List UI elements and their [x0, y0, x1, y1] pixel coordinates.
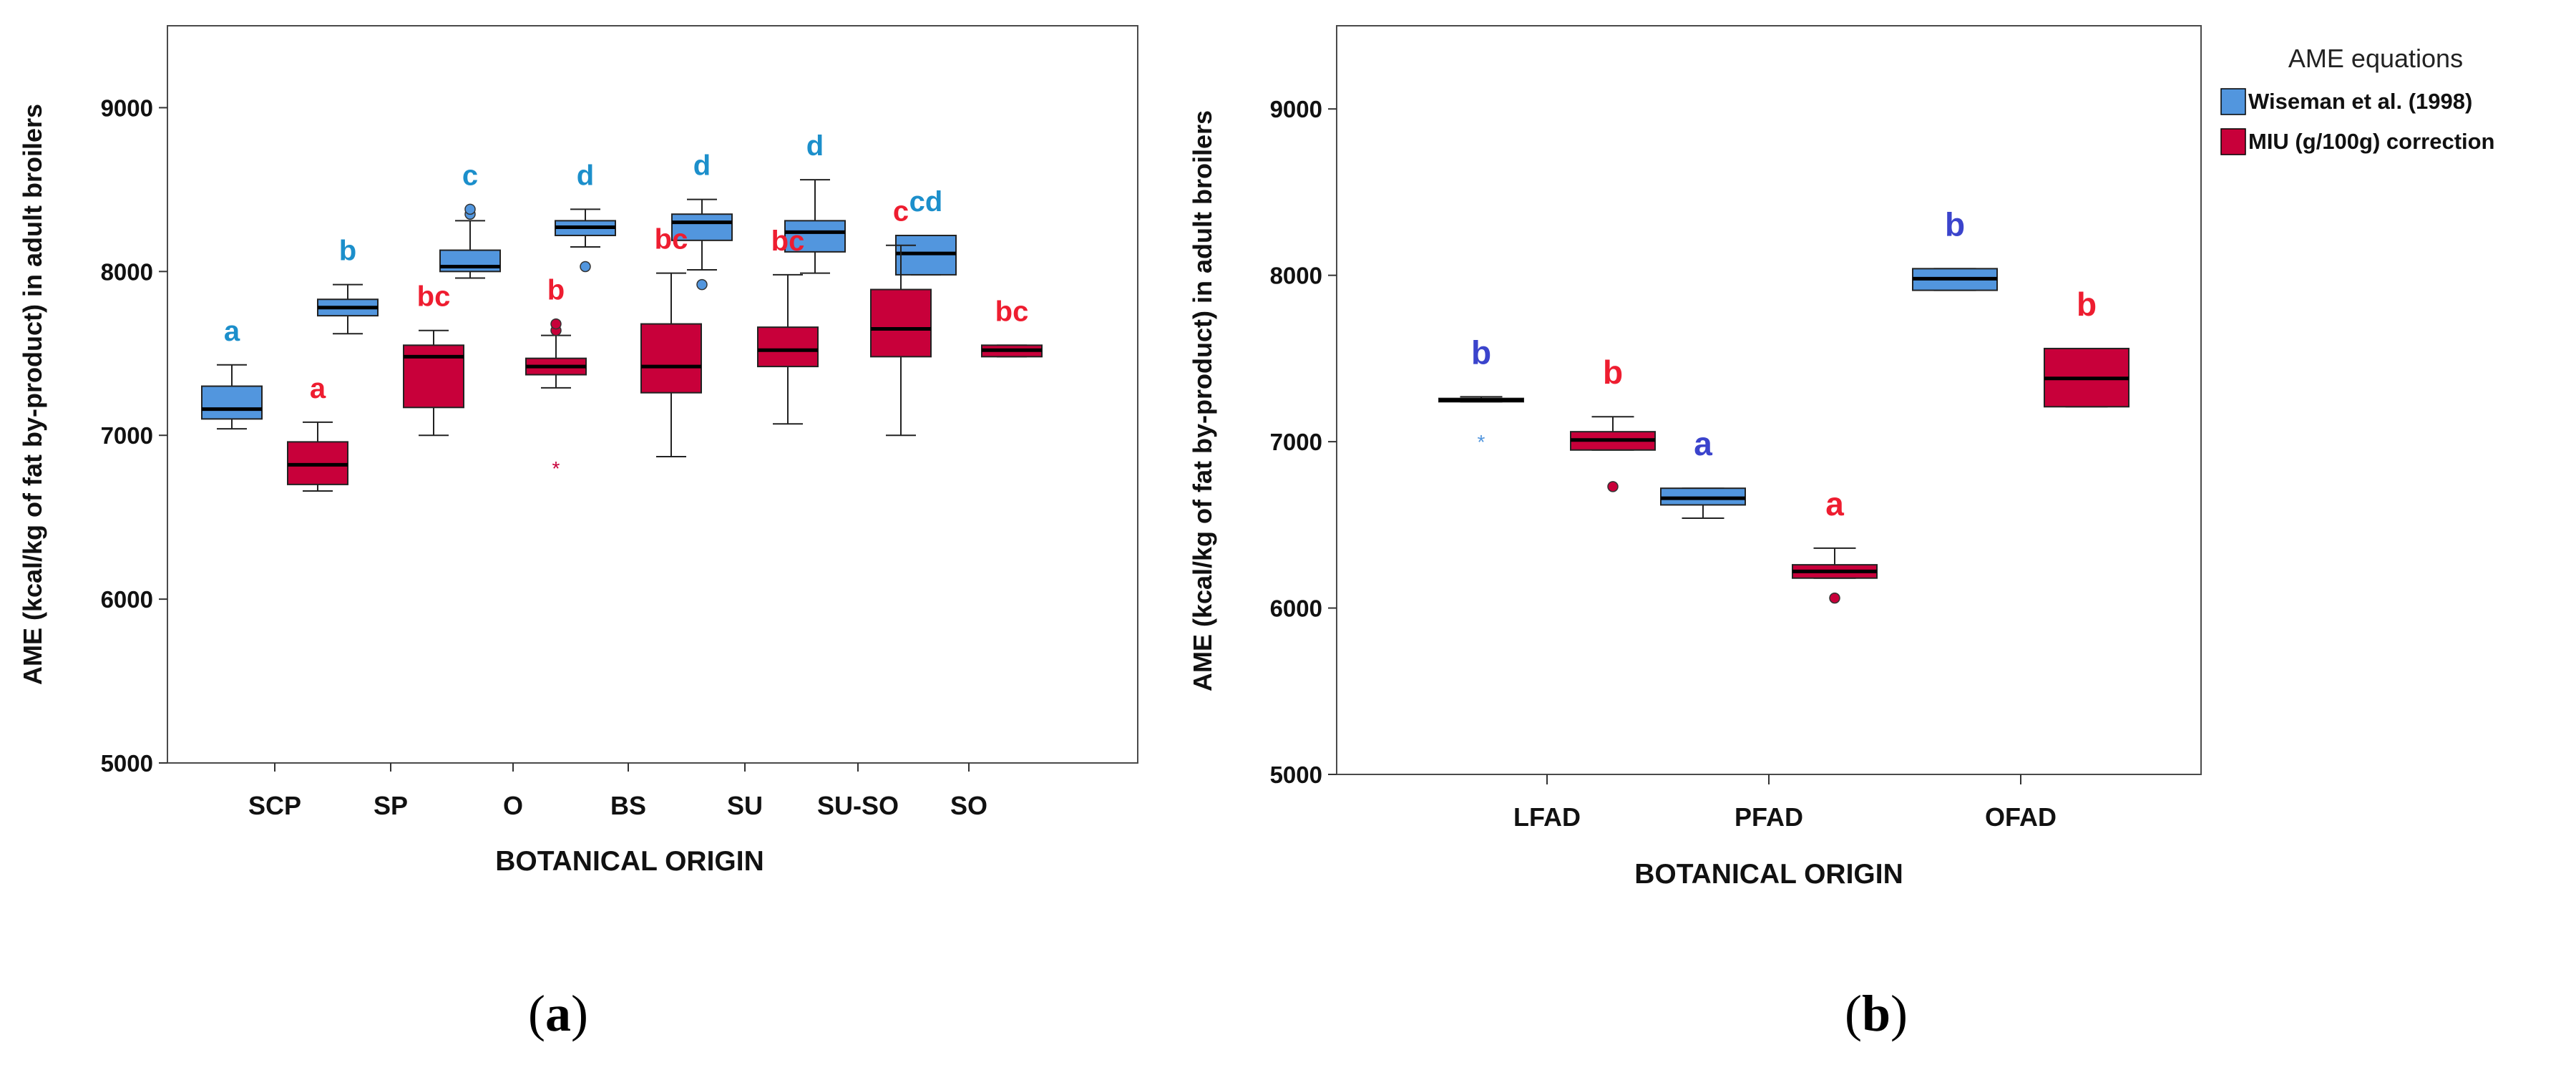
box-miu-su: bc — [757, 225, 819, 425]
significance-letter: c — [893, 196, 909, 228]
outlier-point — [550, 318, 562, 330]
box-miu-bs: bc — [640, 224, 702, 457]
legend-swatch-wiseman — [2220, 88, 2246, 115]
significance-letter: b — [1471, 334, 1491, 371]
box-wiseman-o: c — [439, 160, 501, 279]
y-tick-label: 8000 — [1270, 263, 1322, 289]
panel-b-y-axis: 5000 6000 7000 8000 9000 — [1270, 96, 1337, 788]
y-tick-label: 6000 — [1270, 595, 1322, 622]
y-tick-label: 5000 — [1270, 762, 1322, 788]
outlier-point — [696, 278, 708, 291]
box-miu-su-so: c — [870, 196, 932, 437]
y-tick-label: 7000 — [101, 422, 153, 449]
panel-a-x-axis: SCP SP O BS SU SU-SO SO — [248, 763, 987, 820]
box-wiseman-lfad: *b — [1438, 334, 1524, 453]
panel-a-label: (a) — [528, 985, 588, 1042]
box-wiseman-ofad: b — [1912, 205, 1998, 291]
significance-letter: b — [547, 275, 565, 306]
box-miu-o: *b — [525, 275, 587, 480]
box-wiseman-so: cd — [895, 186, 957, 276]
box-miu-ofad: b — [2044, 286, 2129, 408]
box-iqr — [671, 213, 733, 241]
legend-title: AME equations — [2288, 44, 2463, 73]
significance-letter: a — [224, 316, 240, 347]
significance-letter: d — [693, 150, 711, 182]
significance-letter: bc — [995, 296, 1029, 327]
y-tick-label: 5000 — [101, 750, 153, 777]
legend-label-wiseman: Wiseman et al. (1998) — [2248, 89, 2472, 114]
box-iqr — [870, 288, 932, 358]
significance-letter: d — [577, 160, 594, 191]
extreme-point: * — [1478, 431, 1485, 453]
box-iqr — [640, 323, 702, 394]
panel-b-y-axis-title: AME (kcal/kg of fat by-product) in adult… — [1188, 110, 1217, 691]
box-miu-so: bc — [981, 296, 1043, 358]
outlier-point — [1829, 592, 1840, 604]
box-wiseman-pfad: a — [1660, 425, 1746, 520]
box-miu-lfad: b — [1570, 354, 1656, 492]
x-tick-label-lfad: LFAD — [1513, 802, 1581, 832]
significance-letter: b — [339, 235, 356, 267]
panel-a-plot-frame — [167, 25, 1138, 764]
outlier-point — [1607, 481, 1619, 492]
y-tick-label: 9000 — [1270, 96, 1322, 122]
box-miu-sp: bc — [403, 281, 464, 437]
panel-a-chart: 5000 6000 7000 8000 9000 SCP SP O BS SU SU-SO SO a… — [18, 25, 1138, 1042]
x-tick-label-bs: BS — [610, 791, 646, 820]
significance-letter: bc — [655, 224, 688, 256]
x-tick-label-so: SO — [950, 791, 987, 820]
y-tick-label: 8000 — [101, 258, 153, 285]
panel-a-y-axis-title: AME (kcal/kg of fat by-product) in adult… — [18, 104, 47, 685]
box-miu-scp: a — [287, 373, 348, 492]
box-wiseman-su: d — [671, 150, 733, 291]
legend: AME equations Wiseman et al. (1998) MIU … — [2220, 44, 2495, 155]
significance-letter: b — [1603, 354, 1623, 391]
significance-letter: a — [310, 373, 326, 404]
significance-letter: cd — [909, 186, 943, 218]
significance-letter: bc — [417, 281, 451, 313]
box-iqr — [757, 326, 819, 368]
box-iqr — [403, 344, 464, 409]
legend-swatch-miu — [2220, 128, 2246, 155]
panel-a-y-axis: 5000 6000 7000 8000 9000 — [101, 94, 167, 777]
panel-b-x-axis: LFAD PFAD OFAD — [1513, 774, 2057, 832]
significance-letter: bc — [771, 225, 805, 257]
box-wiseman-sp: b — [317, 235, 379, 335]
y-tick-label: 6000 — [101, 586, 153, 613]
x-tick-label-su: SU — [727, 791, 763, 820]
box-iqr — [784, 220, 846, 253]
outlier-point — [580, 261, 591, 273]
box-wiseman-su-so: d — [784, 130, 846, 274]
panel-b-x-axis-title: BOTANICAL ORIGIN — [1634, 859, 1903, 890]
extreme-point: * — [552, 457, 560, 480]
box-iqr — [201, 385, 263, 420]
significance-letter: a — [1694, 425, 1712, 462]
significance-letter: b — [1945, 205, 1965, 243]
x-tick-label-ofad: OFAD — [1985, 802, 2057, 832]
legend-label-miu: MIU (g/100g) correction — [2248, 129, 2495, 154]
x-tick-label-pfad: PFAD — [1735, 802, 1803, 832]
x-tick-label-sp: SP — [374, 791, 408, 820]
box-miu-pfad: a — [1792, 485, 1878, 604]
significance-letter: c — [462, 160, 478, 191]
x-tick-label-o: O — [503, 791, 523, 820]
significance-letter: d — [806, 130, 824, 162]
y-tick-label: 9000 — [101, 94, 153, 121]
box-wiseman-bs: d — [555, 160, 616, 273]
box-wiseman-scp: a — [201, 316, 263, 430]
outlier-point — [464, 203, 476, 215]
significance-letter: a — [1825, 485, 1844, 522]
significance-letter: b — [2077, 286, 2097, 323]
x-tick-label-scp: SCP — [248, 791, 301, 820]
x-tick-label-su-so: SU-SO — [817, 791, 899, 820]
panel-b-label: (b) — [1845, 985, 1908, 1042]
y-tick-label: 7000 — [1270, 429, 1322, 455]
panel-a-x-axis-title: BOTANICAL ORIGIN — [495, 846, 764, 877]
